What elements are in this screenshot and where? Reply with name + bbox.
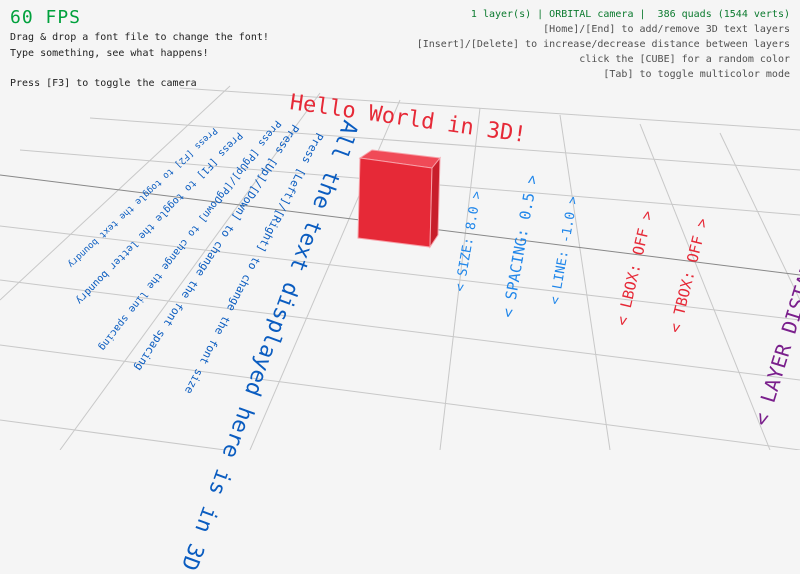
help-multicolor: [Tab] to toggle multicolor mode — [603, 69, 790, 80]
help-distance: [Insert]/[Delete] to increase/decrease d… — [416, 39, 790, 50]
cube[interactable] — [357, 149, 441, 249]
help-layers: [Home]/[End] to add/remove 3D text layer… — [543, 24, 790, 35]
cube-side-face[interactable] — [429, 156, 441, 249]
grid-line — [89, 117, 800, 171]
fps-counter: 60 FPS — [10, 7, 82, 28]
grid-line — [0, 85, 231, 301]
grid-line — [719, 132, 800, 301]
cube-front-face[interactable] — [357, 157, 433, 248]
grid-line — [0, 344, 800, 450]
grid-line — [0, 225, 800, 321]
grid-line — [0, 279, 800, 381]
3d-scene-viewport[interactable] — [0, 0, 800, 450]
ground-grid — [0, 85, 800, 450]
help-camera: Press [F3] to toggle the camera — [10, 78, 197, 89]
status-line: 1 layer(s) | ORBITAL camera | 386 quads … — [470, 9, 790, 20]
grid-line — [559, 114, 611, 450]
grid-line — [59, 92, 321, 450]
grid-line — [179, 87, 800, 131]
grid-line — [439, 107, 481, 450]
help-cube: click the [CUBE] for a random color — [579, 54, 790, 65]
grid-line — [639, 123, 771, 450]
help-drag-drop: Drag & drop a font file to change the fo… — [10, 32, 269, 43]
help-type: Type something, see what happens! — [10, 48, 209, 59]
grid-line — [0, 419, 229, 450]
